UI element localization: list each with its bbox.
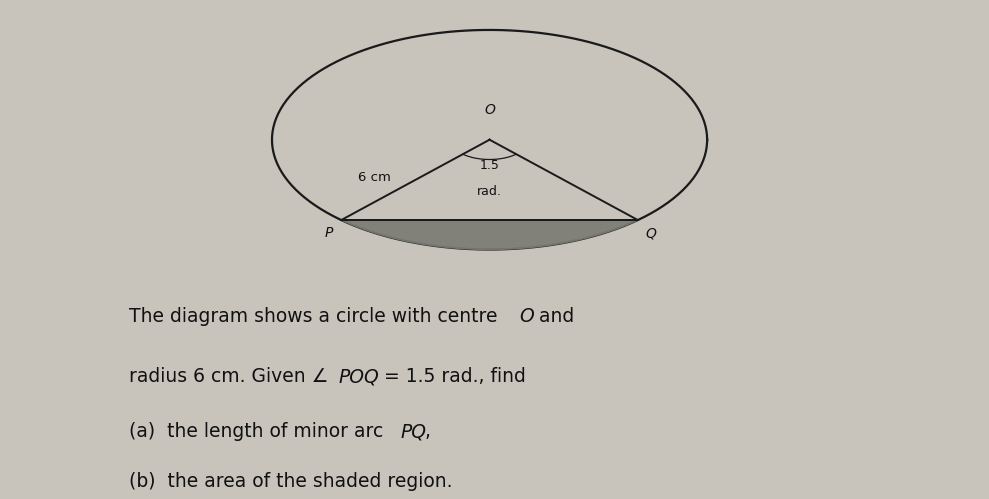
Text: Q: Q	[646, 226, 657, 240]
Text: PQ: PQ	[401, 422, 426, 441]
Text: P: P	[325, 226, 333, 240]
Text: and: and	[533, 307, 575, 326]
Text: = 1.5 rad., find: = 1.5 rad., find	[378, 367, 526, 386]
Text: (a)  the length of minor arc: (a) the length of minor arc	[129, 422, 389, 441]
Text: (b)  the area of the shaded region.: (b) the area of the shaded region.	[129, 472, 452, 491]
Text: radius 6 cm. Given ∠: radius 6 cm. Given ∠	[129, 367, 328, 386]
Text: 6 cm: 6 cm	[358, 171, 391, 184]
Text: ,: ,	[424, 422, 430, 441]
Polygon shape	[341, 220, 638, 250]
Text: rad.: rad.	[477, 186, 502, 199]
Text: The diagram shows a circle with centre: The diagram shows a circle with centre	[129, 307, 503, 326]
Text: O: O	[519, 307, 534, 326]
Text: POQ: POQ	[338, 367, 379, 386]
Text: 1.5: 1.5	[480, 160, 499, 173]
Text: O: O	[485, 103, 494, 117]
